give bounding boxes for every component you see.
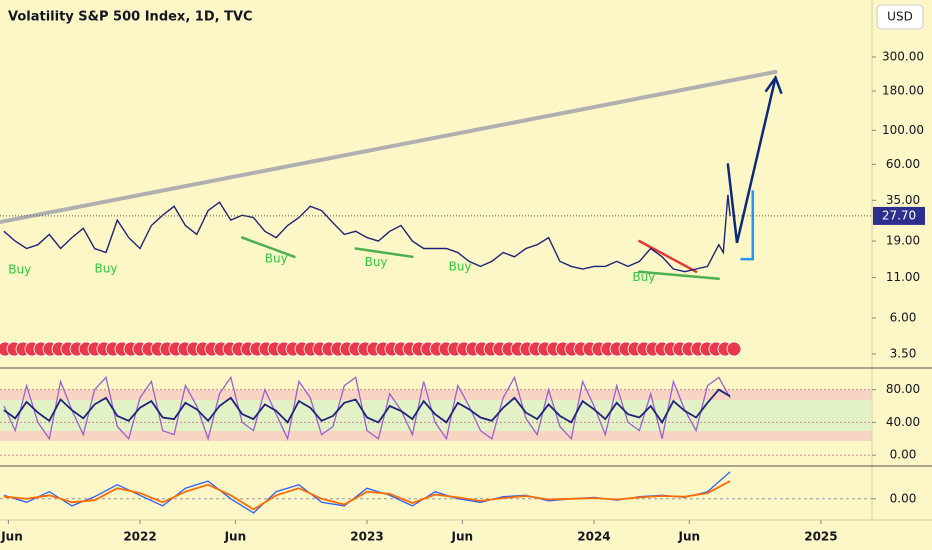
- drawing-line: [240, 236, 296, 259]
- x-tick-label: 2022: [123, 530, 156, 544]
- arrow-head: [764, 75, 783, 95]
- overbought-band: [0, 390, 872, 400]
- x-tick-label: Jun: [0, 530, 23, 544]
- series-line: [3, 194, 731, 273]
- last-price-box: [873, 206, 925, 225]
- drawing-line: [638, 270, 721, 280]
- y-tick-label: 100.00: [882, 123, 924, 137]
- indicator-dot: [726, 341, 742, 357]
- drawing-line: [0, 69, 778, 224]
- x-tick-label: 2023: [350, 530, 383, 544]
- y-tick-label: 80.00: [886, 382, 920, 396]
- x-tick-label: Jun: [224, 530, 247, 544]
- drawing-line: [638, 239, 698, 273]
- last-price-label: 27.70: [882, 208, 916, 222]
- buy-label: Buy: [265, 252, 288, 266]
- y-tick-label: 0.00: [890, 491, 917, 505]
- x-tick-label: 2025: [804, 530, 837, 544]
- series-line: [3, 480, 731, 511]
- currency-label[interactable]: USD: [887, 10, 913, 24]
- y-tick-label: 180.00: [882, 84, 924, 98]
- y-tick-label: 6.00: [890, 310, 917, 324]
- y-tick-label: 300.00: [882, 49, 924, 63]
- drawing-line: [354, 247, 414, 259]
- oversold-band: [0, 431, 872, 441]
- y-tick-label: 0.00: [890, 448, 917, 462]
- drawing-line: [726, 76, 777, 244]
- x-tick-label: Jun: [451, 530, 474, 544]
- y-tick-label: 3.50: [890, 346, 917, 360]
- y-tick-label: 19.00: [886, 234, 920, 248]
- drawing-line: [740, 190, 755, 261]
- y-tick-label: 60.00: [886, 157, 920, 171]
- buy-label: Buy: [632, 270, 655, 284]
- x-tick-label: 2024: [577, 530, 610, 544]
- buy-label: Buy: [449, 259, 472, 273]
- buy-label: Buy: [8, 263, 31, 277]
- series-line: [3, 388, 731, 425]
- currency-button[interactable]: [876, 4, 924, 30]
- y-tick-label: 40.00: [886, 415, 920, 429]
- x-tick-label: Jun: [678, 530, 701, 544]
- buy-label: Buy: [365, 255, 388, 269]
- y-tick-label: 35.00: [886, 193, 920, 207]
- chart-title: Volatility S&P 500 Index, 1D, TVC: [8, 10, 253, 25]
- y-tick-label: 11.00: [886, 270, 920, 284]
- series-line: [3, 375, 731, 442]
- buy-label: Buy: [95, 261, 118, 275]
